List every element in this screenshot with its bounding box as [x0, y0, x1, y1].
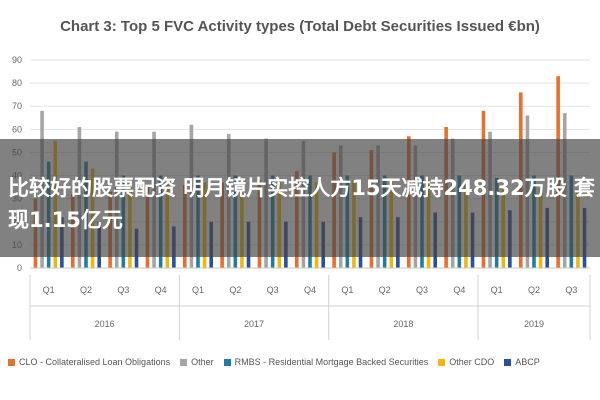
- legend-label: RMBS - Residential Mortgage Backed Secur…: [234, 357, 429, 367]
- legend-item: RMBS - Residential Mortgage Backed Secur…: [223, 357, 429, 367]
- x-tick-label: Q1: [341, 285, 353, 295]
- x-tick-label: Q3: [267, 285, 279, 295]
- legend-swatch: [8, 358, 15, 366]
- y-tick-label: 90: [12, 55, 22, 65]
- y-tick-label: 70: [12, 101, 22, 111]
- x-tick-label: Q2: [528, 285, 540, 295]
- y-tick-label: 80: [12, 78, 22, 88]
- x-tick-label: Q1: [192, 285, 204, 295]
- chart-title: Chart 3: Top 5 FVC Activity types (Total…: [60, 18, 540, 35]
- legend-item: ABCP: [504, 357, 540, 367]
- year-label: 2018: [393, 319, 413, 329]
- x-tick-label: Q4: [155, 285, 167, 295]
- x-tick-label: Q4: [304, 285, 316, 295]
- legend-label: Other: [191, 357, 214, 367]
- year-label: 2016: [95, 319, 115, 329]
- legend-label: CLO - Collateralised Loan Obligations: [19, 357, 171, 367]
- year-label: 2017: [244, 319, 264, 329]
- legend-label: Other CDO: [449, 357, 495, 367]
- year-label: 2019: [524, 319, 544, 329]
- y-tick-label: 0: [17, 263, 22, 273]
- legend-item: Other CDO: [438, 357, 494, 367]
- legend-item: Other: [180, 357, 214, 367]
- x-tick-label: Q2: [80, 285, 92, 295]
- banner-overlay: [0, 139, 600, 257]
- x-tick-label: Q1: [491, 285, 503, 295]
- legend-item: CLO - Collateralised Loan Obligations: [8, 357, 170, 367]
- banner-text: 比较好的股票配资 明月镜片实控人方15天减持248.32万股 套现1.15亿元: [8, 176, 595, 232]
- x-tick-label: Q2: [379, 285, 391, 295]
- legend-label: ABCP: [515, 357, 540, 367]
- x-tick-label: Q1: [43, 285, 55, 295]
- legend: CLO - Collateralised Loan Obligations Oth…: [8, 354, 598, 370]
- x-tick-label: Q4: [453, 285, 465, 295]
- legend-swatch: [223, 358, 231, 366]
- legend-swatch: [504, 358, 512, 366]
- legend-swatch: [180, 358, 188, 366]
- y-tick-label: 60: [12, 124, 22, 134]
- x-tick-label: Q3: [416, 285, 428, 295]
- x-tick-label: Q3: [117, 285, 129, 295]
- x-tick-label: Q2: [229, 285, 241, 295]
- x-tick-label: Q3: [565, 285, 577, 295]
- legend-swatch: [438, 358, 446, 366]
